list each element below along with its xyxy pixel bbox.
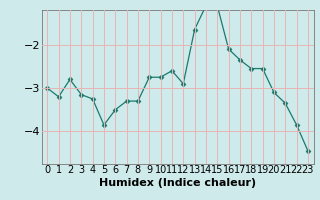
X-axis label: Humidex (Indice chaleur): Humidex (Indice chaleur) bbox=[99, 178, 256, 188]
